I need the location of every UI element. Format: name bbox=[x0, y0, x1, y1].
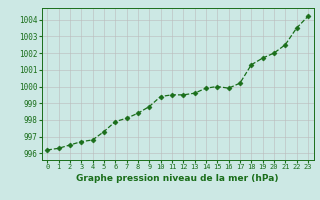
X-axis label: Graphe pression niveau de la mer (hPa): Graphe pression niveau de la mer (hPa) bbox=[76, 174, 279, 183]
